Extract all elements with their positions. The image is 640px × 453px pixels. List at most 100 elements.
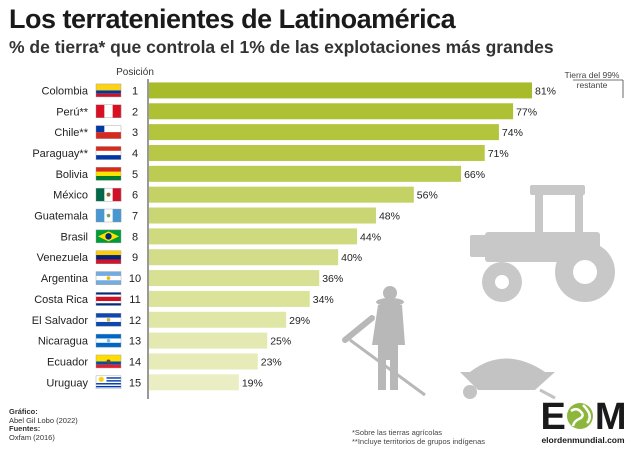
credits-fuentes-label: Fuentes:: [9, 424, 41, 433]
flag-icon: [95, 125, 122, 139]
flag-icon: [95, 250, 122, 264]
flag-icon: [95, 83, 122, 98]
chart-row: Chile** 3 74%: [54, 124, 523, 141]
rank-label: 7: [132, 211, 138, 223]
rank-label: 9: [132, 252, 138, 264]
logo-letter-m: M: [594, 396, 627, 438]
country-label: Costa Rica: [34, 294, 89, 306]
country-label: Chile**: [54, 127, 88, 139]
rank-label: 11: [129, 294, 140, 306]
flag-icon: [95, 313, 122, 327]
country-label: Guatemala: [34, 211, 89, 223]
chart-rows: Colombia 1 81% Perú** 2 77% Chile** 3 74% Paragua…: [32, 82, 556, 391]
country-label: Venezuela: [37, 252, 89, 264]
rank-label: 12: [129, 315, 141, 327]
credits-grafico-label: Gráfico:: [9, 407, 38, 416]
rank-label: 6: [132, 190, 138, 202]
flag-icon: [95, 292, 122, 306]
value-label: 66%: [464, 169, 485, 181]
footnotes: *Sobre las tierras agrícolas **Incluye t…: [352, 428, 485, 446]
chart-row: Perú** 2 77%: [56, 103, 537, 120]
globe-icon: [565, 400, 595, 430]
chart-row: Argentina 10 36%: [41, 270, 343, 287]
value-label: 56%: [417, 190, 438, 202]
value-label: 44%: [360, 231, 381, 243]
rank-label: 1: [132, 85, 138, 97]
rank-label: 5: [132, 169, 138, 181]
value-label: 29%: [289, 315, 310, 327]
value-label: 40%: [341, 252, 362, 264]
annotation-text-line1: Tierra del 99%: [565, 70, 620, 80]
bar: [149, 165, 462, 182]
flag-icon: [95, 229, 122, 244]
bar: [149, 290, 310, 307]
chart-row: Paraguay** 4 71%: [32, 144, 509, 161]
country-label: Bolivia: [56, 169, 89, 181]
bar: [149, 332, 268, 349]
chart-row: El Salvador 12 29%: [32, 311, 310, 328]
chart-row: Brasil 8 44%: [60, 228, 381, 245]
bar: [149, 228, 358, 245]
bar: [149, 144, 485, 161]
country-label: Nicaragua: [38, 336, 89, 348]
flag-icon: [95, 104, 122, 118]
flag-icon: [95, 375, 122, 390]
annotation-bracket: [573, 79, 624, 98]
chart-row: Venezuela 9 40%: [37, 249, 362, 266]
value-label: 81%: [535, 85, 556, 97]
bar: [149, 82, 532, 99]
bar: [149, 124, 499, 141]
bar: [149, 186, 414, 203]
country-label: Uruguay: [46, 377, 88, 389]
value-label: 34%: [313, 294, 334, 306]
value-label: 25%: [270, 336, 291, 348]
tractor-icon: [470, 185, 615, 302]
chart-row: Guatemala 7 48%: [34, 207, 400, 224]
country-label: México: [53, 190, 88, 202]
farmer-icon: [342, 286, 426, 397]
value-label: 36%: [322, 273, 343, 285]
chart-row: Ecuador 14 23%: [47, 353, 282, 370]
wheelbarrow-icon: [460, 358, 556, 400]
bar: [149, 207, 376, 224]
chart-row: Bolivia 5 66%: [56, 165, 485, 182]
logo-letter-e: E: [540, 396, 565, 438]
bar: [149, 311, 287, 328]
country-label: Colombia: [42, 85, 89, 97]
country-label: El Salvador: [32, 315, 89, 327]
flag-icon: [95, 333, 122, 348]
country-label: Paraguay**: [32, 148, 88, 160]
country-label: Perú**: [56, 106, 89, 118]
chart-row: Nicaragua 13 25%: [38, 332, 291, 349]
flag-icon: [95, 354, 122, 369]
rank-label: 4: [132, 148, 138, 160]
flag-icon: [95, 271, 122, 285]
chart-row: México 6 56%: [53, 186, 438, 203]
chart-row: Costa Rica 11 34%: [34, 290, 334, 307]
bar: [149, 103, 514, 120]
chart-subtitle: % de tierra* que controla el 1% de las e…: [9, 37, 554, 57]
credits: Gráfico: Abel Gil Lobo (2022) Fuentes: O…: [9, 407, 78, 442]
value-label: 48%: [379, 211, 400, 223]
chart-row: Colombia 1 81%: [42, 82, 556, 99]
flag-icon: [95, 208, 122, 223]
credits-grafico-value: Abel Gil Lobo (2022): [9, 415, 78, 425]
country-label: Brasil: [60, 231, 88, 243]
chart-title: Los terratenientes de Latinoamérica: [9, 4, 456, 34]
value-label: 71%: [488, 148, 509, 160]
bar: [149, 270, 320, 287]
chart-row: Uruguay 15 19%: [46, 374, 263, 391]
bar: [149, 374, 239, 391]
footnote-1: *Sobre las tierras agrícolas: [352, 428, 443, 437]
flag-icon: [95, 167, 122, 181]
annotation-text-line2: restante: [577, 80, 608, 90]
logo-url: elordenmundial.com: [541, 435, 625, 445]
bar: [149, 353, 258, 370]
country-label: Ecuador: [47, 356, 88, 368]
value-label: 74%: [502, 127, 523, 139]
country-label: Argentina: [41, 273, 89, 285]
value-label: 77%: [516, 106, 537, 118]
